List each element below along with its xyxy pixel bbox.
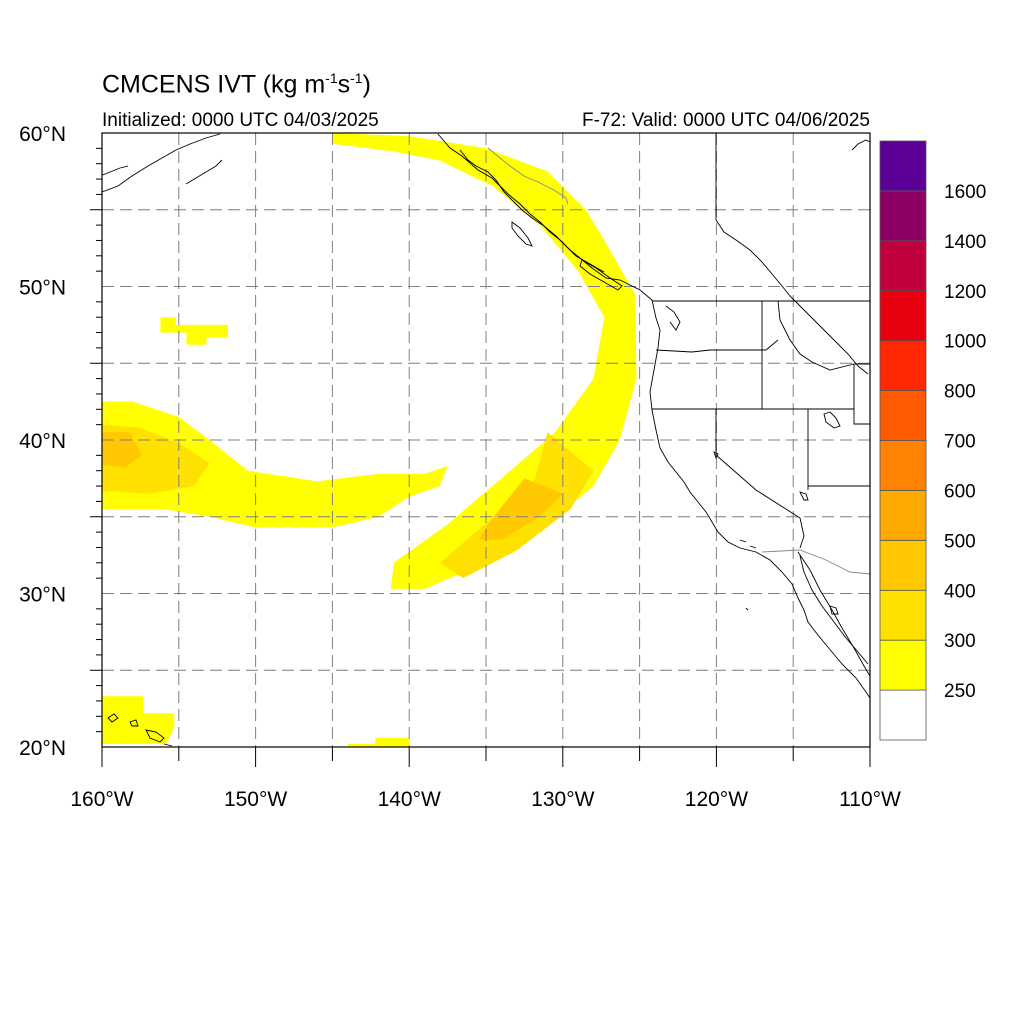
ivt-region-atmospheric-river-northeast-pacific: [332, 133, 637, 589]
salton-sea: [829, 605, 839, 615]
washington-oregon-border: [655, 339, 779, 353]
ivt-region-subtropical-plume-west: [102, 401, 448, 528]
title-exponent-2: -1: [350, 70, 363, 86]
colorbar-swatch: [879, 490, 927, 541]
lon-tick-label: 110°W: [839, 788, 901, 811]
idaho-montana-border: [777, 300, 855, 371]
colorbar-label: 1200: [944, 282, 986, 303]
island-vancouver: [579, 259, 623, 291]
lake-mead: [799, 491, 809, 501]
colorbar-label: 500: [944, 531, 976, 552]
lon-tick-label: 150°W: [224, 788, 287, 811]
lat-tick-label: 50°N: [19, 277, 66, 300]
colorbar-label: 250: [944, 681, 976, 702]
colorbar-swatch: [879, 639, 927, 691]
colorbar-label: 1600: [944, 182, 986, 203]
initialized-time: Initialized: 0000 UTC 04/03/2025: [102, 110, 379, 131]
colorbar-swatch: [879, 290, 927, 342]
lat-tick-label: 40°N: [19, 430, 66, 453]
coastline-gulf-of-california: [799, 555, 869, 665]
coastline-alaska-peninsula: [185, 159, 223, 185]
figure-title: CMCENS IVT (kg m-1s-1): [102, 70, 371, 99]
title-text: CMCENS IVT (kg m: [102, 70, 326, 99]
great-salt-lake: [823, 411, 841, 429]
lon-tick-label: 160°W: [70, 788, 133, 811]
colorbar-swatch: [879, 240, 927, 292]
ivt-region-patch-hawaii: [102, 696, 175, 744]
ivt-region-patch-20n-142w: [347, 737, 410, 747]
ivt-fill-layer: [102, 133, 637, 747]
lon-tick-label: 130°W: [531, 788, 594, 811]
axis-ticks: [90, 147, 871, 767]
coastline-puget-sound: [665, 305, 681, 331]
colorbar-swatch: [879, 440, 927, 491]
colorbar-label: 300: [944, 631, 976, 652]
lat-tick-label: 30°N: [19, 584, 66, 607]
graticule: [102, 133, 870, 747]
title-text-s: s: [337, 70, 351, 99]
colorbar-swatch: [879, 539, 927, 591]
axis-labels: 60°N 50°N 40°N 30°N 20°N 160°W 150°W 140°W 130°W…: [19, 123, 901, 811]
colorbar-swatch: [879, 589, 927, 641]
coastline-wabash: [715, 219, 869, 375]
colorbar-swatch: [879, 190, 927, 242]
yukon-coastline: [102, 165, 129, 176]
coastline-alaska: [102, 133, 221, 193]
wyoming-border: [853, 363, 870, 425]
colorbar-label: 1000: [944, 332, 986, 353]
colorbar-swatch: [879, 390, 927, 441]
coastline-bc-fjords: [459, 149, 605, 273]
colorbar-label: 1400: [944, 232, 986, 253]
arizona-california-border: [799, 517, 805, 549]
us-mexico-border: [761, 549, 870, 575]
title-exponent-1: -1: [325, 70, 338, 86]
colorbar-label: 600: [944, 481, 976, 502]
ivt-region-patch-46n-155w: [160, 317, 228, 345]
lat-tick-label: 60°N: [19, 123, 66, 146]
nevada-border: [715, 409, 801, 519]
lon-tick-label: 140°W: [378, 788, 441, 811]
colorbar-swatch: [879, 140, 927, 192]
channel-islands: [739, 539, 757, 611]
colorbar: 250 300 400 500 600 700 800 1000 1200 1400 1600: [879, 140, 986, 741]
island-hawaii-chain: [107, 713, 173, 747]
lon-tick-label: 120°W: [685, 788, 748, 811]
geography-layer: [102, 133, 870, 747]
island-haida-gwaii: [511, 221, 533, 247]
northwest-glacier-coast: [851, 139, 870, 151]
coastline-north-america: [437, 133, 870, 699]
colorbar-label: 400: [944, 581, 976, 602]
valid-time: F-72: Valid: 0000 UTC 04/06/2025: [582, 110, 870, 131]
alaska-panhandle-border: [487, 147, 569, 205]
political-borders: [487, 133, 870, 575]
ivt-region-atmospheric-river-peak: [478, 478, 563, 540]
colorbar-label: 800: [944, 382, 976, 403]
lat-tick-label: 20°N: [19, 737, 66, 760]
colorbar-label: 700: [944, 432, 976, 453]
colorbar-swatch: [879, 340, 927, 391]
colorbar-swatch: [879, 689, 927, 741]
coastline-baja-inner: [797, 551, 870, 677]
title-close: ): [362, 70, 371, 99]
ivt-region-subtropical-plume-peak: [102, 432, 142, 468]
